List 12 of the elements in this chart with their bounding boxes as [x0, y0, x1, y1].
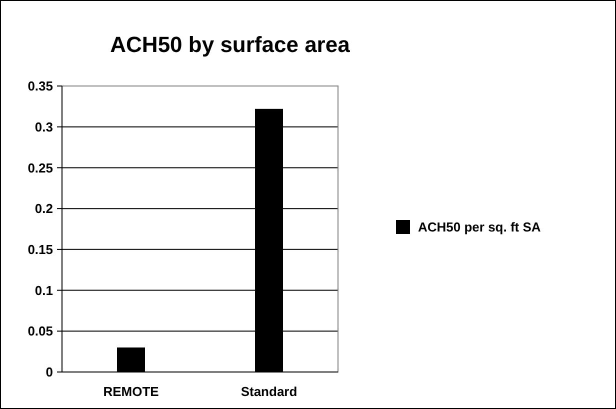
- y-tick-label: 0.25: [28, 160, 53, 176]
- y-tick-label: 0.35: [28, 78, 53, 94]
- y-tick-label: 0.15: [28, 242, 53, 257]
- x-tick-label: REMOTE: [103, 384, 160, 399]
- y-tick-label: 0: [46, 364, 53, 380]
- chart-title: ACH50 by surface area: [110, 32, 351, 57]
- y-tick-label: 0.1: [34, 282, 53, 298]
- x-tick-label: Standard: [240, 384, 298, 399]
- y-tick-label: 0.05: [28, 324, 53, 339]
- legend-label: ACH50 per sq. ft SA: [418, 220, 542, 235]
- y-tick-label: 0.2: [34, 201, 53, 216]
- y-tick-label: 0.3: [34, 119, 53, 134]
